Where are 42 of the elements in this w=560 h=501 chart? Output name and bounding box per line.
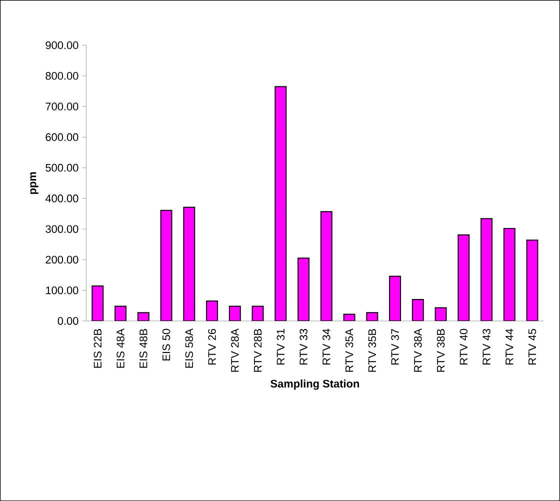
- y-tick-label: 500.00: [46, 164, 78, 172]
- x-axis-title: Sampling Station: [270, 379, 359, 390]
- bar: [458, 234, 470, 321]
- x-tick-label: EIS 48A: [116, 328, 124, 368]
- y-tick-label: 900.00: [46, 41, 78, 50]
- x-tick-label: RTV 40: [460, 328, 468, 364]
- bar: [274, 86, 287, 321]
- x-tick-label: RTV 43: [482, 328, 490, 364]
- bar: [526, 240, 538, 321]
- x-tick-label: EIS 48B: [140, 329, 148, 368]
- y-tick-label: 300.00: [46, 225, 78, 233]
- bar: [389, 276, 402, 321]
- x-tick-label: EIS 50: [162, 328, 170, 360]
- bar: [320, 211, 332, 321]
- x-tick-label: EIS 22B: [94, 329, 102, 368]
- x-tick-label: RTV 44: [506, 328, 514, 364]
- x-tick-label: RTV 35B: [368, 329, 376, 372]
- y-tick-label: 800.00: [46, 72, 78, 80]
- y-tick-label: 0.00: [58, 317, 78, 325]
- y-axis-title: ppm: [30, 172, 38, 194]
- bar: [160, 210, 172, 321]
- x-tick-label: RTV 37: [391, 328, 399, 364]
- y-tick-label: 200.00: [46, 256, 78, 264]
- bar: [480, 218, 493, 321]
- x-tick-label: RTV 38A: [414, 328, 422, 372]
- x-tick-label: RTV 31: [276, 328, 285, 364]
- x-tick-label: RTV 35A: [345, 328, 354, 372]
- x-tick-label: RTV 33: [300, 328, 308, 364]
- x-tick-label: EIS 58A: [185, 328, 194, 368]
- bar: [298, 258, 310, 321]
- x-tick-label: RTV 45: [528, 328, 536, 364]
- y-tick-label: 100.00: [46, 286, 78, 294]
- x-tick-label: RTV 34: [322, 328, 330, 364]
- y-tick-label: 400.00: [45, 194, 78, 202]
- x-tick-label: RTV 26: [208, 328, 216, 364]
- bar: [183, 206, 196, 321]
- bar: [503, 228, 516, 321]
- x-tick-label: RTV 28A: [231, 328, 239, 372]
- x-tick-label: RTV 28B: [254, 329, 262, 372]
- y-tick-label: 700.00: [46, 102, 78, 110]
- x-tick-label: RTV 38B: [436, 329, 445, 372]
- y-tick-label: 600.00: [46, 133, 78, 141]
